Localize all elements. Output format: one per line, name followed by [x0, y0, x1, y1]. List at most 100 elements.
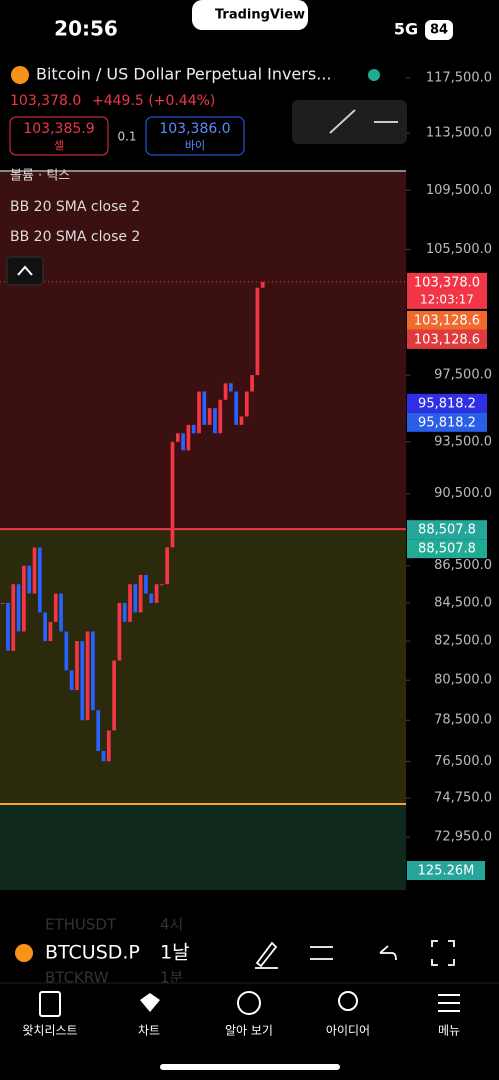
volume-label: 125.26M: [418, 864, 475, 879]
candle: [32, 547, 37, 594]
candle: [112, 660, 116, 731]
price-axis: [406, 55, 499, 890]
nav-label[interactable]: 알아 보기: [225, 1024, 273, 1038]
candle: [223, 383, 228, 400]
candle: [128, 584, 132, 622]
candle: [48, 621, 53, 642]
candle: [11, 584, 16, 651]
price-badge-label: 95,818.2: [418, 415, 476, 430]
y-tick-label: 90,500.0: [434, 486, 492, 501]
line-tools: [329, 109, 398, 134]
candle: [154, 584, 159, 603]
price-badge-label: 88,507.8: [418, 542, 476, 557]
buy-label: 바이: [185, 139, 205, 152]
time: 20:56: [54, 17, 118, 41]
toolbar-bg: [0, 890, 499, 980]
price-badge-label: 103,378.0: [414, 275, 480, 290]
settings-icon[interactable]: [310, 946, 333, 960]
candle: [75, 641, 79, 691]
y-tick-label: 72,950.0: [434, 830, 492, 845]
candle: [117, 602, 122, 661]
candle: [181, 433, 185, 451]
drawing-toolbar[interactable]: [292, 100, 407, 144]
zone-upper: [0, 172, 406, 530]
candle: [37, 547, 42, 613]
candle: [186, 424, 191, 451]
candle: [197, 391, 201, 434]
sell-price: 103,385.9: [23, 121, 94, 137]
candle: [149, 593, 154, 603]
candle: [80, 641, 85, 721]
indicator: BB 20 SMA close 2: [10, 229, 140, 245]
candle: [250, 375, 254, 392]
y-tick-label: 105,500.0: [426, 242, 492, 257]
candle: [22, 565, 26, 632]
y-tick-label: 86,500.0: [434, 558, 492, 573]
candle: [43, 612, 47, 642]
volume-pane: [0, 804, 406, 890]
price-badge-label: 103,128.6: [414, 332, 480, 347]
y-tick-label: 109,500.0: [426, 183, 492, 198]
sell-button[interactable]: [9, 116, 109, 156]
candle: [160, 584, 164, 586]
buy-button[interactable]: [145, 116, 245, 156]
candle: [229, 383, 233, 392]
candle: [53, 593, 58, 622]
ghost-symbol: ETHUSDT: [45, 916, 117, 934]
candle: [85, 631, 90, 721]
status-dot: [368, 69, 380, 81]
countdown: 12:03:17: [420, 292, 474, 306]
candle: [239, 416, 244, 425]
last-price: 103,378.0: [10, 93, 81, 109]
candle: [218, 399, 223, 434]
fullscreen-icon[interactable]: [431, 940, 455, 966]
symbol[interactable]: BTCUSD.P: [45, 942, 140, 964]
candle: [64, 631, 69, 671]
draw-icon[interactable]: [255, 941, 278, 969]
nav-label[interactable]: 왓치리스트: [22, 1024, 77, 1038]
indicator: 볼륨 · 틱스: [10, 169, 70, 184]
candle: [133, 584, 138, 613]
nav-icon: [39, 991, 61, 1017]
candle: [165, 547, 170, 585]
candle: [27, 565, 32, 594]
candle: [16, 584, 21, 632]
chart: 117,500.0 113,500.0 109,500.0 105,500.0 97,5…: [0, 55, 499, 915]
nav-label[interactable]: 아이디어: [326, 1024, 370, 1038]
app-name: TradingView: [215, 8, 305, 23]
candle: [260, 281, 265, 288]
nav-icon: [237, 991, 261, 1015]
sell-label: 셀: [54, 139, 64, 152]
y-tick-label: 97,500.0: [434, 368, 492, 383]
candle: [91, 631, 95, 711]
battery: [425, 20, 453, 40]
candle: [244, 391, 249, 417]
y-tick-label: 93,500.0: [434, 434, 492, 449]
nav-icon: [140, 993, 160, 1012]
candle: [96, 710, 101, 751]
candle: [170, 441, 175, 548]
nav-label[interactable]: 메뉴: [438, 1024, 460, 1038]
collapse-button[interactable]: [6, 256, 44, 286]
price-badge-label: 95,818.2: [418, 396, 476, 411]
btc-icon: [11, 66, 29, 84]
undo-icon[interactable]: [379, 945, 397, 961]
candle: [122, 602, 127, 622]
battery-level: 84: [430, 23, 448, 38]
candle: [6, 602, 10, 651]
nav-label[interactable]: 차트: [138, 1024, 160, 1038]
home-indicator: [160, 1064, 340, 1070]
quantity: 0.1: [117, 130, 136, 144]
price-badge-label: 88,507.8: [418, 523, 476, 538]
candle: [213, 408, 217, 434]
y-tick-label: 78,500.0: [434, 713, 492, 728]
candle: [101, 750, 106, 762]
network: 5G: [394, 20, 418, 39]
interval[interactable]: 1날: [160, 942, 190, 964]
nav-icon: [438, 994, 460, 1012]
price-badge: [407, 539, 487, 559]
candle: [106, 730, 111, 762]
indicator: BB 20 SMA close 2: [10, 199, 140, 215]
price-badge: [407, 310, 487, 330]
candle: [175, 433, 180, 442]
